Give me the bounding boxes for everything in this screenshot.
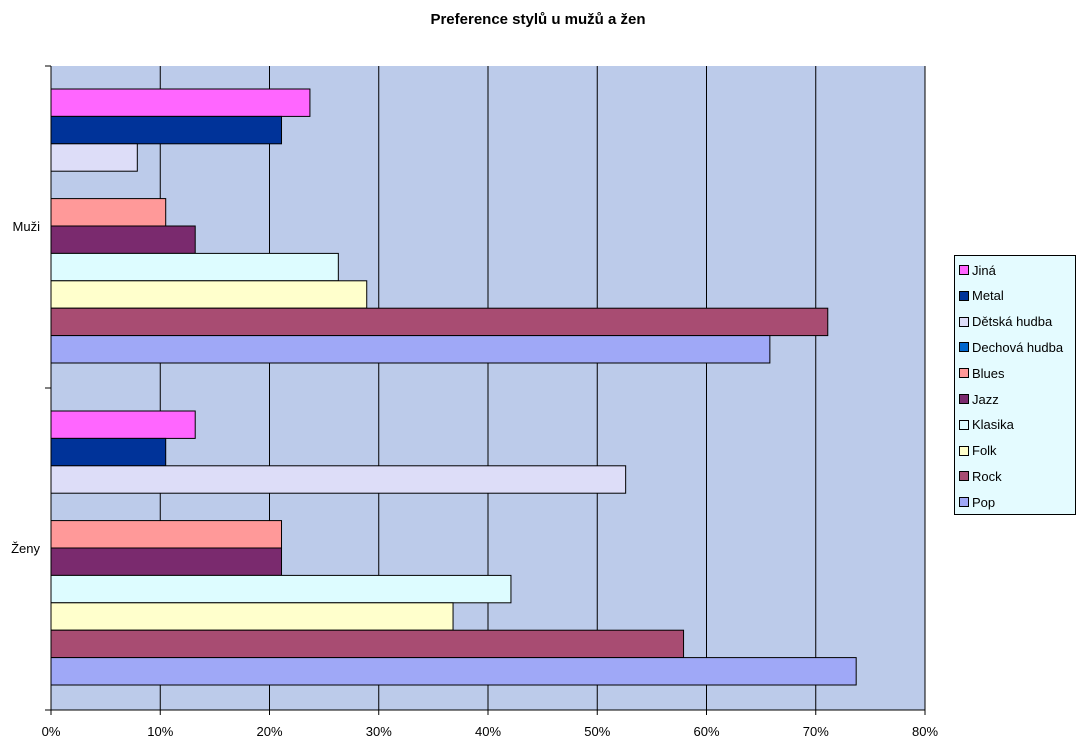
gridlines [159,66,926,710]
category-label: Ženy [11,541,40,556]
x-tick-label: 20% [256,724,282,739]
bar [50,602,454,631]
legend-label: Pop [972,494,996,510]
bar [50,198,167,227]
x-tick-label: 30% [366,724,392,739]
legend-swatch [959,368,969,379]
x-tick-label: 50% [584,724,610,739]
legend: Jiná Metal Dětská hudba Dechová hudba Blues J… [954,255,1076,515]
bar [50,115,283,145]
legend-item: Jazz [959,390,999,408]
x-tick-label: 0% [42,724,61,739]
legend-swatch [959,419,969,430]
bar [50,307,829,337]
bar [50,520,283,549]
legend-label: Folk [972,443,997,459]
bar [50,574,512,604]
legend-swatch [959,290,969,301]
x-tick-label: 70% [803,724,829,739]
bar [50,547,283,576]
legend-item: Dětská hudba [959,313,1052,331]
bar [50,335,771,364]
x-tick-label: 60% [693,724,719,739]
legend-label: Jazz [972,391,999,407]
legend-label: Blues [972,365,1005,381]
legend-swatch [959,445,969,456]
chart-title: Preference stylů u mužů a žen [430,11,645,28]
legend-item: Blues [959,364,1005,382]
category-labels: Muži Ženy [11,219,40,556]
x-tick-label: 40% [475,724,501,739]
legend-label: Metal [972,288,1004,304]
bar [50,252,339,282]
legend-item: Rock [959,467,1002,485]
legend-swatch [959,316,969,327]
legend-swatch [959,342,969,353]
bar [50,280,368,309]
bar [50,629,685,659]
legend-item: Klasika [959,416,1014,434]
bar [50,143,138,172]
legend-swatch [959,497,969,508]
x-tick-label: 10% [147,724,173,739]
legend-swatch [959,265,969,275]
bar [50,465,627,494]
legend-swatch [959,471,969,482]
legend-swatch [959,394,969,404]
legend-item: Metal [959,287,1004,305]
legend-item: Folk [959,442,997,460]
legend-label: Dechová hudba [972,339,1064,355]
bar [50,88,311,117]
x-tick-labels: 0% 10% 20% 30% 40% 50% 60% 70% 80% [42,724,939,739]
bar [50,225,196,254]
legend-label: Rock [972,468,1002,484]
bar [50,437,167,467]
bars [50,88,857,686]
bar [50,657,857,686]
legend-item: Jiná [959,261,996,279]
legend-label: Jiná [972,262,996,278]
category-label: Muži [13,219,41,234]
legend-label: Klasika [972,417,1014,433]
x-tick-label: 80% [912,724,938,739]
bar [50,410,196,439]
axes [45,65,926,715]
legend-item: Dechová hudba [959,338,1063,356]
legend-label: Dětská hudba [972,314,1053,330]
legend-item: Pop [959,493,995,511]
